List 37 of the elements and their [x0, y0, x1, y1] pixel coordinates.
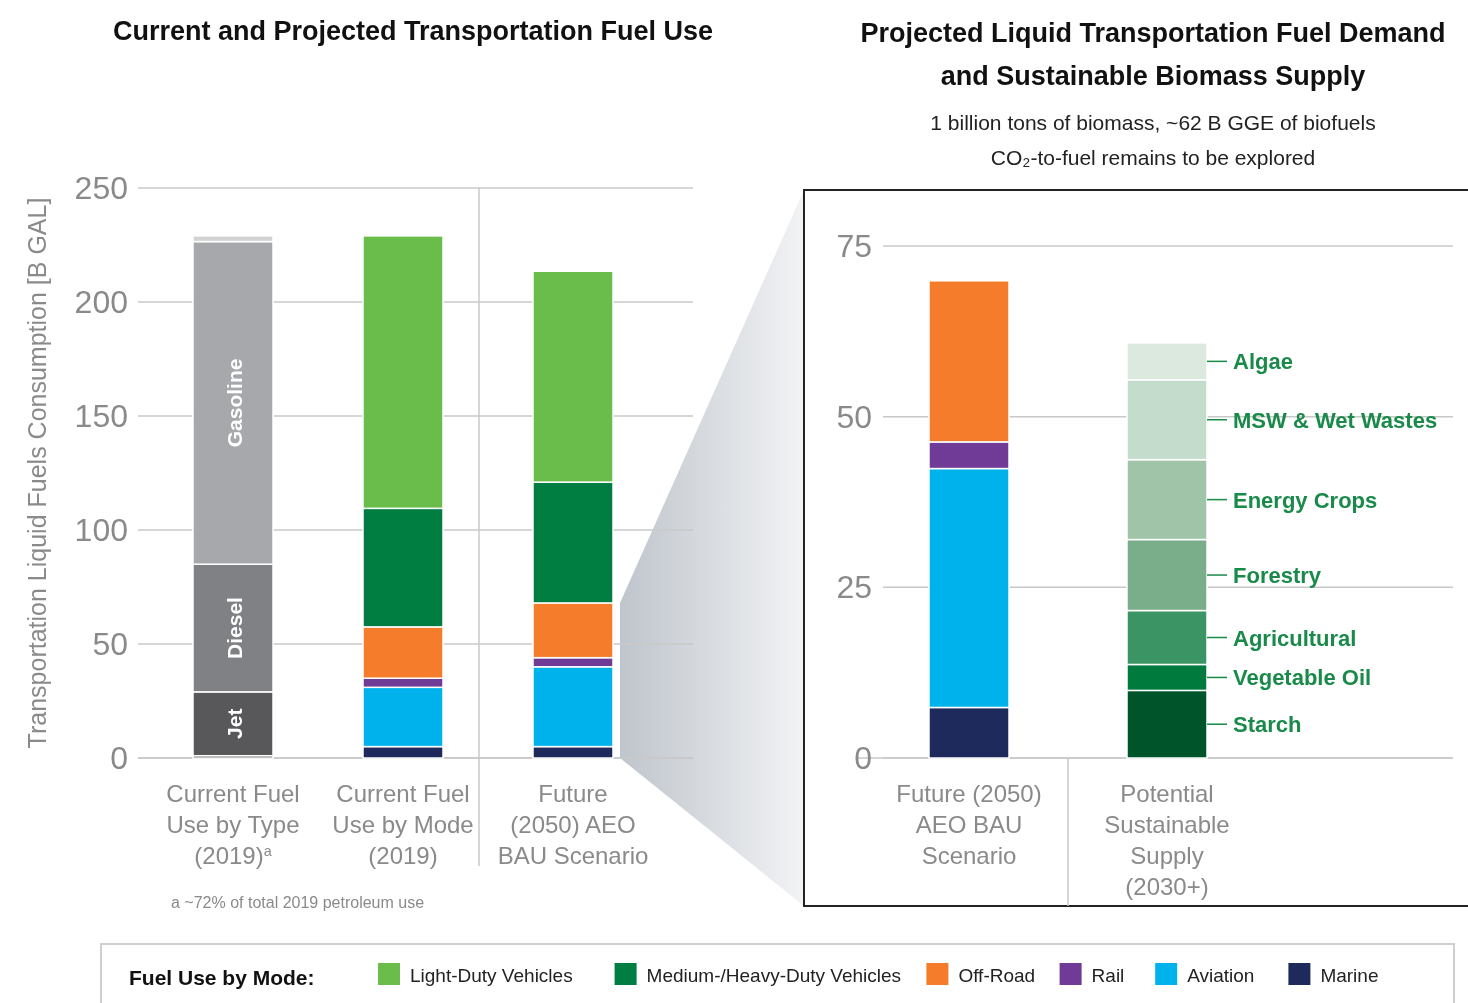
series-label: Diesel — [223, 597, 246, 659]
y-axis-title: Transportation Liquid Fuels Consumption [B GAL] — [23, 197, 51, 749]
series-label: Energy Crops — [1233, 487, 1378, 513]
y-tick-label: 150 — [74, 398, 128, 434]
series-label: Agricultural — [1233, 625, 1357, 651]
x-tick-label: Future (2050) AEO BAU Scenario — [896, 780, 1042, 869]
y-tick-label: 0 — [110, 740, 128, 776]
x-tick-label: Future (2050) AEO BAU Scenario — [497, 780, 649, 869]
series-label: Starch — [1233, 712, 1302, 738]
chart-title: Current and Projected Transportation Fuel Use — [112, 16, 714, 46]
series-label: Algae — [1233, 349, 1293, 375]
y-tick-label: 200 — [74, 284, 128, 320]
y-tick-label: 75 — [836, 228, 872, 264]
series-label: MSW & Wet Wastes — [1233, 407, 1438, 433]
x-tick-label: Current Fuel Use by Type (2019)$^{a}$ — [166, 780, 300, 869]
y-tick-label: 25 — [836, 569, 872, 606]
legend-label: Aviation — [1187, 965, 1255, 986]
legend-label: Rail — [1091, 965, 1125, 986]
legend-label: Light-Duty Vehicles — [410, 965, 573, 986]
legend-label: Marine — [1320, 965, 1379, 986]
series-label: Forestry — [1233, 563, 1322, 589]
chart-title: Projected Liquid Transportation Fuel Demand and Sustainable Biomass Supply — [860, 18, 1446, 91]
x-tick-label: Potential Sustainable Supply (2030+) — [1104, 780, 1230, 900]
y-tick-label: 50 — [836, 398, 872, 435]
series-label: Vegetable Oil — [1233, 665, 1372, 691]
x-tick-label: Current Fuel Use by Mode (2019) — [332, 780, 474, 869]
series-label: Gasoline — [223, 358, 246, 448]
chart-subtitle: 1 billion tons of biomass, ~62 B GGE of biofuels CO₂-to-fuel remains to be explored — [930, 111, 1376, 169]
legend-label: Medium-/Heavy-Duty Vehicles — [646, 965, 902, 986]
text: a ~72% of total 2019 petroleum use — [171, 894, 425, 911]
y-tick-label: 0 — [854, 740, 872, 776]
legend-title: Fuel Use by Mode: — [129, 966, 315, 989]
series-label: Jet — [223, 708, 246, 739]
y-tick-label: 100 — [74, 512, 128, 548]
y-tick-label: 50 — [92, 626, 128, 662]
y-tick-label: 250 — [74, 170, 128, 206]
legend-label: Off-Road — [958, 965, 1036, 986]
